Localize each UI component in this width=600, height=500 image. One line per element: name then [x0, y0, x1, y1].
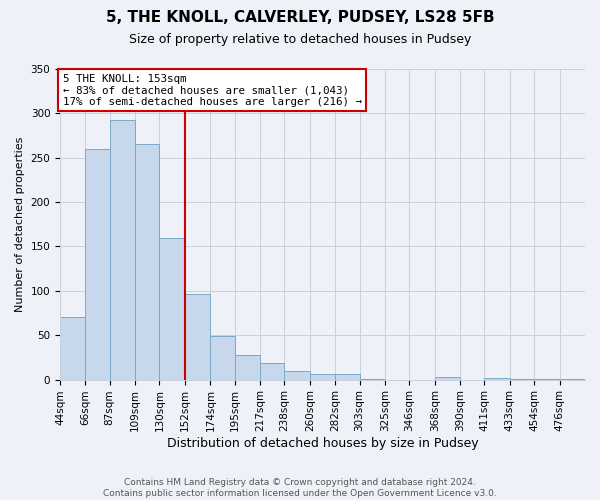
- Bar: [60, 318, 85, 380]
- Text: 5 THE KNOLL: 153sqm
← 83% of detached houses are smaller (1,043)
17% of semi-det: 5 THE KNOLL: 153sqm ← 83% of detached ho…: [62, 74, 362, 107]
- Bar: [260, 362, 284, 380]
- Bar: [510, 378, 534, 380]
- Text: Size of property relative to detached houses in Pudsey: Size of property relative to detached ho…: [129, 32, 471, 46]
- Bar: [484, 378, 510, 380]
- X-axis label: Distribution of detached houses by size in Pudsey: Distribution of detached houses by size …: [167, 437, 478, 450]
- Bar: [359, 378, 385, 380]
- Y-axis label: Number of detached properties: Number of detached properties: [15, 136, 25, 312]
- Text: Contains HM Land Registry data © Crown copyright and database right 2024.
Contai: Contains HM Land Registry data © Crown c…: [103, 478, 497, 498]
- Bar: [235, 354, 260, 380]
- Bar: [160, 238, 185, 380]
- Text: 5, THE KNOLL, CALVERLEY, PUDSEY, LS28 5FB: 5, THE KNOLL, CALVERLEY, PUDSEY, LS28 5F…: [106, 10, 494, 25]
- Bar: [560, 378, 585, 380]
- Bar: [211, 336, 235, 380]
- Bar: [335, 374, 359, 380]
- Bar: [434, 377, 460, 380]
- Bar: [534, 378, 560, 380]
- Bar: [284, 370, 310, 380]
- Bar: [110, 120, 135, 380]
- Bar: [310, 374, 335, 380]
- Bar: [85, 149, 110, 380]
- Bar: [185, 294, 211, 380]
- Bar: [135, 144, 160, 380]
